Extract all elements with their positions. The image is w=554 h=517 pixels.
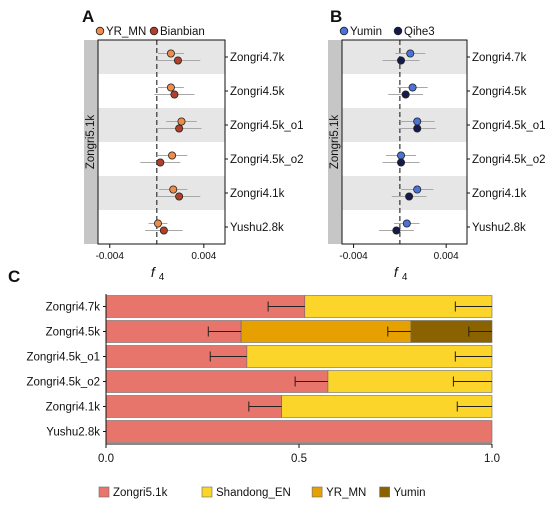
category-label: Zongri4.5k_o2	[26, 377, 100, 389]
category-label: Zongri4.7k	[472, 52, 527, 64]
bar-segment-zongri5-1k	[105, 420, 493, 443]
plot-frame	[341, 39, 468, 245]
category-label: Zongri4.5k_o2	[230, 154, 304, 166]
point-bianbian	[175, 124, 184, 133]
category-label: Zongri4.1k	[230, 188, 285, 200]
category-label: Zongri4.5k_o1	[26, 352, 100, 364]
legend-label: YR_MN	[326, 487, 366, 499]
plot-frame	[97, 39, 226, 245]
row-band	[98, 108, 225, 142]
row-band	[342, 40, 467, 74]
facet-strip-label: Zongri5.1k	[85, 115, 97, 170]
point-qihe3	[401, 90, 410, 99]
category-label: Zongri4.5k_o1	[230, 120, 304, 132]
point-yr_mn	[166, 83, 175, 92]
point-yr_mn	[177, 117, 186, 126]
category-label: Zongri4.5k	[46, 327, 101, 339]
panel-letter: A	[82, 7, 94, 26]
point-bianbian	[170, 90, 179, 99]
panel-c: Zongri4.7k Zongri4.5k Zongri4.5k_o1 Zongri4…	[8, 267, 500, 499]
facet-strip	[328, 40, 342, 244]
point-yumin	[413, 185, 422, 194]
x-axis-title: f	[151, 264, 157, 280]
x-tick-label: 0.004	[191, 251, 216, 262]
category-label: Zongri4.5k_o1	[472, 120, 546, 132]
legend-marker	[339, 26, 349, 36]
bar-segment-yr-mn	[240, 320, 412, 343]
category-label: Zongri4.1k	[46, 402, 101, 414]
category-label: Yushu2.8k	[230, 222, 284, 234]
x-tick-label: 1.0	[484, 453, 500, 465]
x-tick-label: -0.004	[339, 251, 368, 262]
category-label: Yushu2.8k	[46, 427, 100, 439]
point-yr_mn	[166, 49, 175, 58]
x-tick-label: 0.004	[434, 251, 459, 262]
point-qihe3	[413, 124, 422, 133]
legend-marker	[393, 26, 403, 36]
category-label: Zongri4.1k	[472, 188, 527, 200]
point-yr_mn	[153, 219, 162, 228]
point-yumin	[413, 117, 422, 126]
point-bianbian	[175, 192, 184, 201]
point-qihe3	[397, 56, 406, 65]
x-axis-title: f	[394, 264, 400, 280]
legend-label: Bianbian	[160, 26, 205, 38]
point-bianbian	[173, 56, 182, 65]
category-label: Zongri4.5k	[230, 86, 285, 98]
legend-label: Yumin	[350, 26, 382, 38]
x-tick-label: 0.5	[291, 453, 307, 465]
legend-label: YR_MN	[106, 26, 146, 38]
point-yumin	[408, 83, 417, 92]
legend-swatch	[201, 486, 213, 498]
x-axis-title-subscript: 4	[159, 272, 165, 283]
point-yumin	[402, 219, 411, 228]
row-band	[342, 108, 467, 142]
panel-a: Zongri5.1k Zongri4.7k Zongri4.5k Zongri4.5k…	[82, 7, 304, 283]
legend-label: Shandong_EN	[216, 487, 291, 499]
panel-b: Zongri5.1k Zongri4.7k Zongri4.5k Zongri4.5k…	[328, 7, 546, 283]
point-bianbian	[156, 158, 165, 167]
category-label: Zongri4.5k	[472, 86, 527, 98]
row-band	[342, 176, 467, 210]
category-label: Zongri4.7k	[46, 302, 101, 314]
row-band	[98, 176, 225, 210]
legend-label: Zongri5.1k	[113, 487, 168, 499]
legend-marker	[149, 26, 159, 36]
point-qihe3	[397, 158, 406, 167]
point-yumin	[397, 151, 406, 160]
point-qihe3	[392, 226, 401, 235]
point-qihe3	[405, 192, 414, 201]
facet-strip	[84, 40, 98, 244]
legend-swatch	[379, 486, 390, 498]
category-label: Zongri4.7k	[230, 52, 285, 64]
x-tick-label: -0.004	[96, 251, 125, 262]
point-yumin	[406, 49, 415, 58]
point-yr_mn	[169, 185, 178, 194]
row-band	[98, 40, 225, 74]
category-label: Yushu2.8k	[472, 222, 526, 234]
panel-letter: B	[330, 7, 342, 26]
point-yr_mn	[168, 151, 177, 160]
category-label: Zongri4.5k_o2	[472, 154, 546, 166]
legend-marker	[95, 26, 105, 36]
legend-label: Qihe3	[404, 26, 435, 38]
x-axis-title-subscript: 4	[402, 272, 408, 283]
legend-swatch	[98, 486, 110, 498]
x-tick-label: 0.0	[98, 453, 114, 465]
panel-letter: C	[8, 267, 20, 286]
legend-label: Yumin	[394, 487, 426, 499]
point-bianbian	[159, 226, 168, 235]
legend-swatch	[311, 486, 323, 498]
facet-strip-label: Zongri5.1k	[329, 115, 341, 170]
